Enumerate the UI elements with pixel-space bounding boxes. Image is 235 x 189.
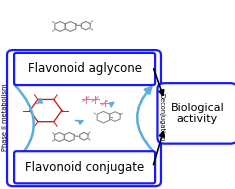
FancyBboxPatch shape [7, 50, 161, 186]
Text: Flavonoid aglycone: Flavonoid aglycone [27, 63, 142, 75]
FancyBboxPatch shape [14, 151, 155, 183]
Text: Deconjugation: Deconjugation [158, 93, 164, 141]
FancyBboxPatch shape [14, 53, 155, 85]
Text: Flavonoid conjugate: Flavonoid conjugate [25, 161, 144, 174]
FancyBboxPatch shape [157, 83, 235, 144]
Text: Biological
activity: Biological activity [171, 103, 224, 124]
Text: Phase II metabolism: Phase II metabolism [2, 83, 8, 151]
